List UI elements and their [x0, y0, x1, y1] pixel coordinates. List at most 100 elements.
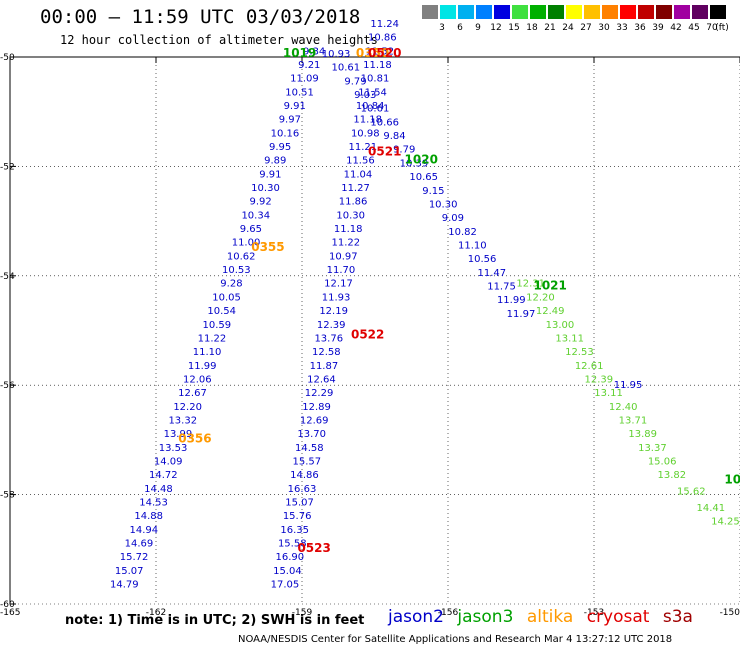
scale-swatch	[674, 5, 690, 19]
pass-time-label: 1020	[405, 153, 438, 167]
swh-value: 11.10	[193, 347, 222, 358]
swh-value: 13.70	[297, 429, 326, 440]
scale-tick-label: 33	[616, 23, 628, 33]
scale-swatch	[458, 5, 474, 19]
swh-value: 9.09	[442, 213, 464, 224]
swh-value: 12.49	[536, 306, 565, 317]
swh-value: 16.63	[288, 484, 317, 495]
swh-value: 10.56	[468, 254, 497, 265]
swh-value: 10.86	[368, 33, 397, 44]
swh-value: 10.97	[329, 251, 358, 262]
swh-value: 15.62	[677, 487, 706, 498]
lon-tick-label: -153	[584, 608, 604, 618]
lat-tick-label: -58	[0, 491, 15, 501]
scale-swatch	[602, 5, 618, 19]
pass-time-label: 1019	[283, 46, 316, 60]
swh-value: 14.79	[110, 580, 139, 591]
swh-value: 12.39	[317, 320, 346, 331]
swh-value: 10.82	[448, 227, 477, 238]
swh-value: 13.71	[619, 415, 648, 426]
swh-value: 13.32	[168, 415, 197, 426]
swh-value: 14.53	[139, 498, 168, 509]
swh-value: 13.37	[638, 443, 667, 454]
lat-tick-label: -56	[0, 381, 15, 391]
swh-value: 9.79	[344, 76, 366, 87]
swh-value: 9.79	[393, 145, 415, 156]
swh-value: 14.48	[144, 484, 173, 495]
swh-value: 13.89	[628, 429, 657, 440]
swh-value: 15.58	[278, 539, 307, 550]
swh-value: 11.93	[322, 292, 351, 303]
swh-value: 11.87	[310, 361, 339, 372]
chart-title: 00:00 – 11:59 UTC 03/03/2018	[40, 6, 361, 28]
scale-tick-label: 45	[688, 23, 700, 33]
swh-value: 15.07	[115, 566, 144, 577]
swh-value: 12.40	[609, 402, 638, 413]
scale-swatch	[620, 5, 636, 19]
scale-tick-label: 70	[706, 23, 718, 33]
swh-value: 11.86	[339, 197, 368, 208]
scale-tick-label: 36	[634, 23, 646, 33]
swh-value: 10.34	[241, 210, 270, 221]
swh-value: 10.61	[331, 63, 360, 74]
satellite-legend: jason2 jason3 altika cryosat s3a	[388, 607, 701, 627]
footer-note: note: 1) Time is in UTC; 2) SWH is in fe…	[65, 613, 365, 628]
swh-value: 9.65	[240, 224, 262, 235]
swh-value: 13.11	[594, 388, 623, 399]
swh-value: 10.39	[400, 158, 429, 169]
swh-value: 11.00	[232, 238, 261, 249]
scale-tick-label: 27	[580, 23, 592, 33]
swh-value: 9.95	[269, 142, 291, 153]
swh-value: 14.86	[290, 470, 319, 481]
swh-value: 10.98	[351, 128, 380, 139]
swh-value: 10.51	[285, 87, 314, 98]
swh-value: 10.30	[336, 210, 365, 221]
lat-tick-label: -54	[0, 272, 15, 282]
swh-value: 12.19	[319, 306, 348, 317]
scale-tick-label: 21	[544, 23, 556, 33]
swh-value: 14.58	[295, 443, 324, 454]
swh-value: 10.62	[227, 251, 256, 262]
scale-swatch	[440, 5, 456, 19]
swh-value: 11.47	[477, 268, 506, 279]
legend-jason2: jason2	[388, 607, 444, 627]
swh-value: 9.28	[220, 279, 242, 290]
swh-value: 11.09	[290, 74, 319, 85]
swh-value: 9.21	[298, 60, 320, 71]
swh-value: 11.97	[507, 309, 536, 320]
scale-tick-label: 15	[508, 23, 520, 33]
swh-value: 9.89	[264, 156, 286, 167]
swh-value: 12.58	[312, 347, 341, 358]
swh-value: 9.91	[259, 169, 281, 180]
swh-value: 13.00	[546, 320, 575, 331]
lon-tick-label: -150	[720, 608, 740, 618]
swh-value: 11.99	[188, 361, 217, 372]
swh-value: 11.18	[353, 115, 382, 126]
scale-tick-label: 18	[526, 23, 538, 33]
swh-value: 10.66	[370, 117, 399, 128]
scale-tick-label: 9	[475, 23, 481, 33]
swh-value: 11.21	[349, 142, 378, 153]
scale-unit-label: (ft)	[715, 23, 729, 33]
swh-value: 15.07	[285, 498, 314, 509]
swh-value: 10.84	[356, 101, 385, 112]
swh-value: 16.90	[276, 552, 305, 563]
swh-value: 9.92	[250, 197, 272, 208]
swh-value: 10.65	[409, 172, 438, 183]
swh-value: 13.11	[555, 333, 584, 344]
swh-value: 14.25	[711, 517, 740, 528]
scale-tick-label: 3	[439, 23, 445, 33]
scale-swatch	[476, 5, 492, 19]
swh-value: 15.06	[648, 457, 677, 468]
scale-swatch	[530, 5, 546, 19]
swh-value: 11.54	[358, 87, 387, 98]
pass-time-label: 0522	[351, 328, 384, 342]
pass-time-label: 1021	[533, 278, 566, 292]
swh-value: 10.93	[322, 49, 351, 60]
swh-value: 15.57	[293, 457, 322, 468]
swh-value: 12.61	[575, 361, 604, 372]
pass-time-label: 0356	[178, 432, 211, 446]
swh-value: 10.16	[271, 128, 300, 139]
swh-value: 10.54	[207, 306, 236, 317]
